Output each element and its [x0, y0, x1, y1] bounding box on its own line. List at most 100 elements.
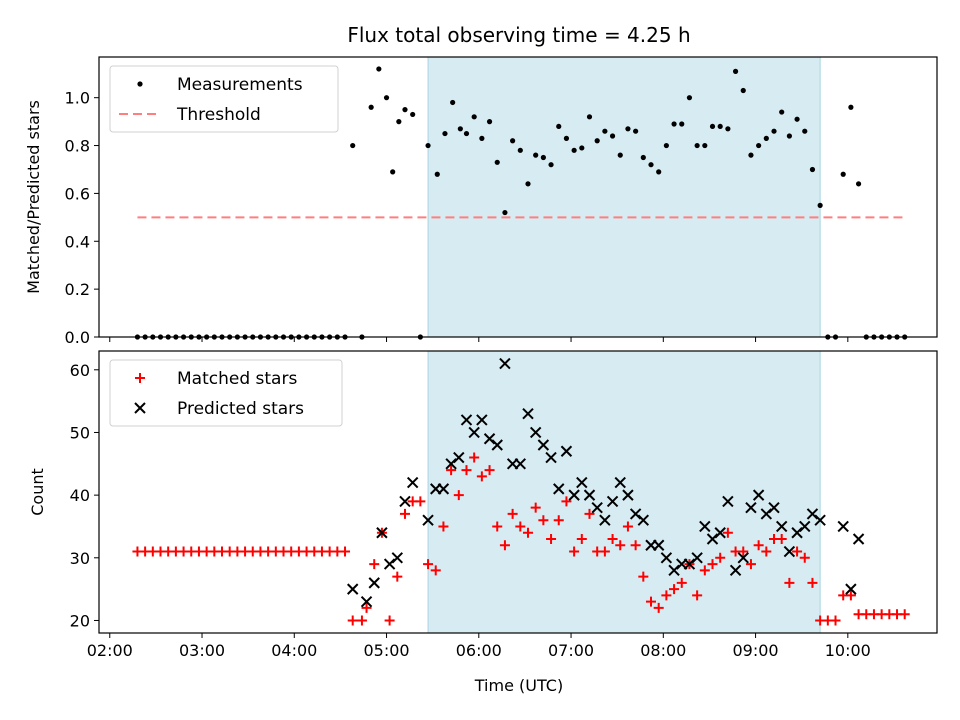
- data-point: [633, 128, 639, 134]
- data-point: [560, 445, 573, 457]
- data-point: [771, 128, 777, 134]
- data-point: [748, 152, 754, 158]
- data-point: [368, 104, 374, 110]
- data-point: [463, 130, 470, 137]
- data-point: [368, 577, 380, 589]
- data-point: [768, 501, 780, 514]
- data-point: [350, 142, 356, 149]
- x-tick-label: 08:00: [640, 641, 686, 660]
- x-tick-label: 03:00: [179, 641, 225, 660]
- data-point: [615, 540, 626, 551]
- data-point: [392, 571, 403, 582]
- data-point: [576, 476, 588, 489]
- data-point: [686, 95, 693, 101]
- data-point: [502, 209, 508, 216]
- data-point: [792, 546, 803, 557]
- y-tick-label: 60: [70, 361, 90, 380]
- data-point: [761, 546, 772, 557]
- bottom-y-axis-label: Count: [28, 468, 47, 516]
- data-point: [602, 128, 608, 134]
- data-point: [706, 533, 719, 545]
- data-point: [671, 121, 677, 127]
- x-tick-label: 09:00: [733, 641, 779, 660]
- y-tick-label: 0.2: [65, 280, 90, 299]
- data-point: [517, 147, 523, 153]
- data-point: [699, 520, 711, 533]
- data-point: [729, 564, 742, 577]
- data-point: [356, 615, 367, 626]
- data-point: [422, 514, 434, 526]
- data-point: [799, 520, 811, 533]
- data-point: [522, 527, 533, 538]
- data-point: [629, 508, 642, 520]
- data-point: [437, 483, 450, 495]
- data-point: [410, 111, 416, 118]
- legend-box: [109, 359, 343, 427]
- data-point: [807, 577, 818, 588]
- data-point: [483, 433, 496, 445]
- data-point: [391, 552, 404, 564]
- data-point: [423, 559, 434, 570]
- series-predicted-stars: [346, 357, 865, 608]
- data-point: [738, 546, 749, 557]
- data-point: [699, 565, 710, 576]
- y-tick-label: 20: [70, 611, 90, 630]
- data-point: [361, 602, 372, 613]
- data-point: [453, 490, 464, 501]
- data-point: [576, 534, 587, 544]
- data-point: [714, 527, 726, 539]
- data-point: [786, 133, 792, 139]
- data-point: [453, 451, 465, 464]
- observing-span: [428, 57, 821, 337]
- y-tick-label: 50: [70, 423, 90, 442]
- data-point: [617, 152, 623, 158]
- data-point: [606, 495, 619, 508]
- chart-title: Flux total observing time = 4.25 h: [347, 23, 690, 47]
- data-point: [406, 476, 419, 489]
- ratio-panel: 0.0 0.2 0.4 0.6 0.8 1.0 Measurements Threshold: [65, 56, 938, 347]
- data-point: [691, 552, 703, 564]
- data-point: [556, 123, 562, 130]
- data-point: [402, 107, 408, 113]
- data-point: [434, 171, 440, 177]
- data-point: [707, 559, 718, 570]
- data-point: [676, 577, 687, 588]
- legend-label: Measurements: [177, 75, 303, 95]
- data-point: [384, 615, 395, 626]
- data-point: [715, 552, 726, 563]
- y-tick-label: 0.8: [65, 137, 90, 156]
- data-point: [537, 439, 550, 451]
- data-point: [722, 527, 733, 538]
- data-point: [568, 489, 580, 501]
- data-point: [390, 169, 396, 175]
- data-point: [722, 495, 734, 508]
- data-point: [809, 166, 816, 173]
- data-point: [538, 515, 549, 526]
- data-point: [791, 527, 803, 539]
- legend-label: Predicted stars: [177, 399, 304, 419]
- data-point: [476, 414, 488, 426]
- data-point: [848, 104, 854, 110]
- data-point: [760, 508, 773, 520]
- data-point: [725, 126, 731, 132]
- data-point: [740, 87, 746, 94]
- data-point: [783, 545, 796, 558]
- legend: Matched stars Predicted stars: [109, 359, 343, 427]
- data-point: [525, 181, 531, 187]
- data-point: [507, 508, 518, 519]
- legend-label: Threshold: [176, 105, 261, 125]
- data-point: [553, 483, 565, 495]
- data-point: [529, 426, 542, 439]
- y-tick-label: 0.0: [65, 328, 90, 347]
- data-point: [840, 171, 846, 177]
- data-point: [594, 138, 600, 144]
- data-point: [442, 130, 448, 137]
- data-point: [784, 577, 795, 588]
- data-point: [622, 521, 633, 532]
- data-point: [469, 452, 480, 463]
- data-point: [491, 439, 503, 451]
- data-point: [399, 508, 410, 519]
- data-point: [486, 119, 493, 125]
- data-point: [899, 609, 910, 620]
- data-point: [460, 414, 473, 426]
